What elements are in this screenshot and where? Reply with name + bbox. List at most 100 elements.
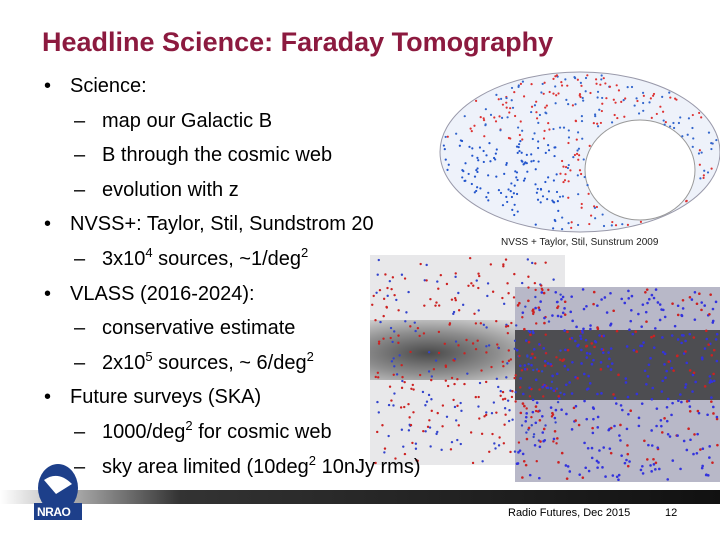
rm-dot: [555, 173, 558, 176]
rm-dot: [613, 396, 617, 400]
rm-dot: [564, 348, 567, 352]
rm-dot: [507, 188, 510, 191]
rm-dot: [553, 416, 557, 420]
rm-dot: [499, 191, 503, 195]
rm-dot: [409, 423, 413, 427]
rm-dot: [688, 369, 692, 372]
rm-dot: [414, 442, 418, 445]
rm-dot: [707, 131, 711, 134]
rm-dot: [636, 99, 639, 103]
rm-dot: [526, 354, 529, 357]
rm-dot: [389, 326, 393, 330]
rm-dot: [542, 347, 546, 350]
rm-dot: [574, 103, 577, 106]
rm-dot: [471, 461, 475, 465]
rm-dot: [668, 435, 672, 438]
rm-dot: [676, 338, 680, 341]
rm-dot: [666, 397, 670, 401]
rm-dot: [437, 304, 441, 307]
rm-dot: [504, 258, 508, 261]
rm-dot: [647, 443, 650, 447]
rm-dot: [712, 405, 715, 409]
rm-dot: [645, 382, 648, 386]
rm-dot: [503, 407, 507, 410]
rm-dot: [639, 468, 643, 472]
rm-dot: [474, 395, 477, 399]
rm-dot: [664, 376, 667, 380]
rm-dot: [684, 339, 687, 343]
rm-dot: [388, 385, 392, 388]
rm-dot: [371, 303, 374, 306]
rm-dot: [560, 84, 564, 87]
rm-dot: [609, 291, 612, 295]
rm-dot: [532, 435, 535, 439]
rm-dot: [547, 149, 551, 152]
rm-dot: [528, 330, 532, 334]
rm-dot: [682, 352, 686, 355]
rm-dot: [659, 418, 663, 422]
rm-dot: [377, 258, 380, 262]
rm-dot: [596, 327, 600, 331]
rm-dot: [412, 411, 415, 414]
rm-dot: [474, 347, 478, 351]
rm-dot: [385, 306, 389, 309]
rm-dot: [476, 339, 479, 342]
rm-dot: [610, 224, 613, 227]
rm-dot: [566, 330, 569, 334]
rm-dot: [509, 450, 512, 454]
rm-dot: [494, 152, 497, 155]
rm-dot: [498, 436, 501, 439]
rm-dot: [650, 116, 653, 119]
rm-dot: [522, 459, 526, 463]
text-run: B through the cosmic web: [102, 144, 333, 167]
rm-dot: [386, 286, 389, 290]
rm-dot: [555, 442, 558, 445]
rm-dot: [580, 206, 583, 209]
rm-dot: [711, 321, 715, 324]
rm-dot: [626, 452, 630, 456]
rm-dot: [649, 464, 652, 467]
text-run: sources, ~1/deg: [152, 248, 302, 270]
rm-dot: [630, 308, 633, 312]
rm-dot: [505, 323, 508, 327]
rm-dot: [712, 348, 716, 352]
rm-dot: [513, 376, 516, 380]
rm-dot: [376, 273, 379, 276]
rm-dot: [524, 415, 528, 419]
rm-dot: [690, 298, 694, 301]
rm-dot: [473, 312, 476, 315]
rm-dot: [646, 458, 649, 461]
rm-dot: [445, 282, 449, 286]
rm-dot: [705, 337, 709, 341]
rm-dot: [635, 392, 639, 396]
rm-dot: [618, 434, 621, 437]
rm-dot: [418, 334, 421, 338]
rm-dot: [404, 320, 407, 323]
rm-dot: [688, 409, 692, 413]
rm-dot: [499, 394, 502, 397]
rm-dot: [591, 431, 595, 435]
rm-dot: [615, 475, 619, 479]
rm-dot: [559, 349, 562, 352]
rm-dot: [629, 319, 633, 323]
rm-dot: [487, 191, 490, 194]
rm-dot: [403, 405, 406, 409]
rm-dot: [692, 452, 695, 456]
rm-dot: [576, 78, 579, 81]
rm-dot: [507, 349, 510, 352]
rm-dot: [446, 384, 450, 388]
rm-dot: [559, 293, 562, 296]
rm-dot: [672, 369, 675, 372]
rm-dot: [652, 94, 655, 97]
superscript: 4: [145, 245, 153, 260]
rm-dot: [574, 120, 578, 123]
rm-dot: [413, 321, 416, 324]
rm-dot: [530, 363, 533, 367]
rm-dot: [575, 325, 578, 329]
rm-dot: [612, 98, 615, 101]
rm-dot: [601, 351, 605, 354]
rm-dot: [645, 320, 648, 323]
rm-dot: [695, 302, 699, 306]
rm-dot: [665, 405, 669, 409]
rm-dot: [502, 442, 506, 445]
